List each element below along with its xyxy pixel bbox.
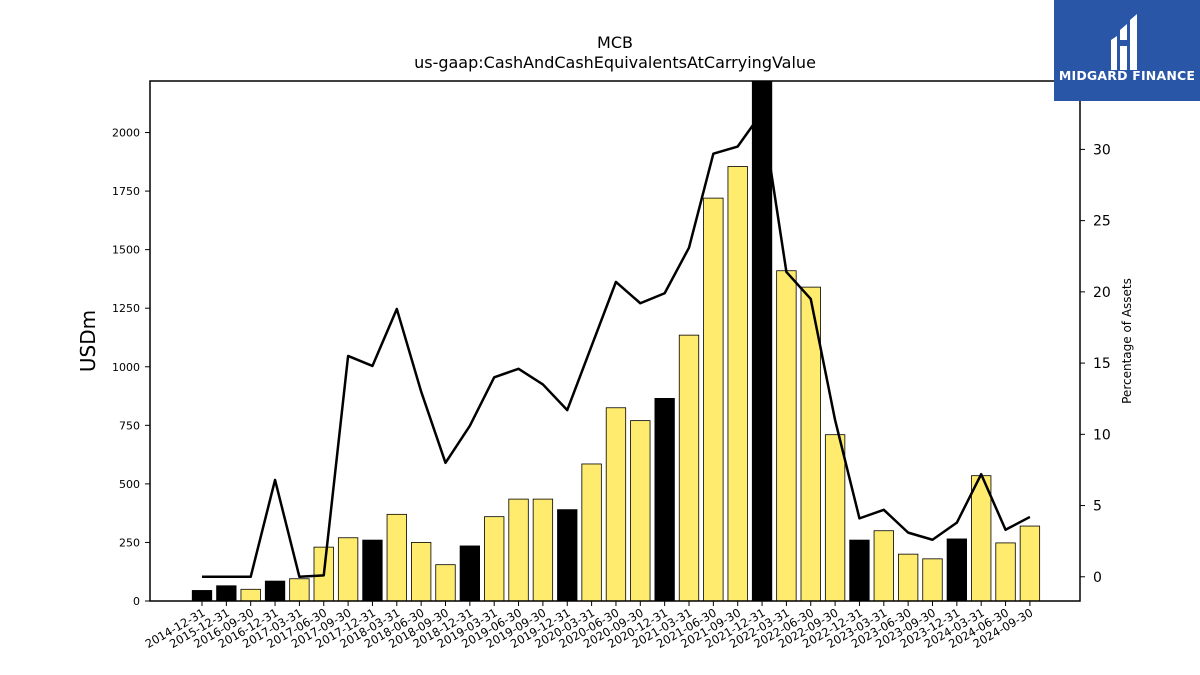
y-tick-label: 500: [119, 478, 140, 491]
bar-2020-09-30: [630, 420, 651, 602]
bar-2020-12-31: [654, 397, 675, 602]
bar-2021-03-31: [678, 334, 700, 602]
y-right-tick-label: 10: [1093, 427, 1111, 443]
plot-frame: [149, 80, 1081, 602]
logo-text: MIDGARD FINANCE: [1058, 68, 1196, 83]
bar-2017-03-31: [289, 578, 310, 602]
bar-2014-12-31: [191, 590, 213, 602]
bar-2023-06-30: [898, 553, 919, 602]
bar-2019-03-31: [484, 516, 505, 602]
logo: MIDGARD FINANCE: [1054, 0, 1200, 101]
y-tick-label: 1000: [112, 361, 140, 374]
y-tick-label: 1250: [112, 302, 140, 315]
bar-2017-09-30: [337, 537, 359, 602]
y-tick-label: 1500: [112, 244, 140, 257]
bar-2018-06-30: [410, 542, 432, 602]
chart-title: MCB: [597, 33, 633, 52]
y-right-tick-label: 25: [1093, 214, 1111, 230]
bar-2015-12-31: [216, 585, 237, 602]
bar-2023-09-30: [922, 558, 943, 602]
bar-2022-09-30: [824, 434, 846, 602]
y-right-tick-label: 30: [1093, 142, 1111, 158]
y-right-tick-label: 15: [1093, 356, 1111, 372]
bar-2018-03-31: [386, 513, 407, 602]
bars: [191, 80, 1041, 602]
bar-2020-06-30: [605, 407, 627, 602]
x-axis: 2014-12-312015-12-312016-09-302016-12-31…: [143, 601, 1035, 651]
y-right-tick-label: 0: [1093, 570, 1102, 586]
percentage-line-path: [202, 111, 1031, 579]
y-tick-label: 2000: [112, 127, 140, 140]
bar-2023-12-31: [946, 538, 967, 602]
bar-2022-12-31: [849, 539, 870, 602]
bar-2024-06-30: [995, 542, 1016, 602]
bar-2016-09-30: [240, 588, 261, 602]
bar-2018-09-30: [435, 564, 456, 602]
bar-2023-03-31: [873, 530, 894, 602]
bar-2021-09-30: [727, 166, 748, 602]
chart-subtitle: us-gaap:CashAndCashEquivalentsAtCarrying…: [414, 53, 816, 72]
y-tick-label: 0: [133, 595, 140, 608]
bar-2024-03-31: [971, 475, 992, 602]
y-tick-label: 1750: [112, 185, 140, 198]
percentage-line: [202, 111, 1031, 579]
bar-2019-06-30: [508, 498, 529, 602]
bar-2022-03-31: [776, 270, 797, 602]
bar-2017-12-31: [362, 539, 383, 602]
bar-2024-09-30: [1019, 525, 1041, 602]
bar-2021-06-30: [703, 197, 724, 602]
y-axis-left: 0 250 500 750 1000 1250 1500 1750 2000: [112, 127, 150, 608]
bar-2019-09-30: [532, 498, 554, 602]
y-tick-label: 750: [119, 419, 140, 432]
y-right-tick-label: 20: [1093, 285, 1111, 301]
bar-2020-03-31: [581, 463, 602, 602]
y-axis-right-label: Percentage of Assets: [1120, 278, 1134, 404]
y-axis-label: USDm: [76, 310, 100, 372]
bar-2018-12-31: [459, 545, 481, 602]
bar-2016-12-31: [264, 580, 286, 602]
logo-mark-icon: [1111, 14, 1137, 70]
y-right-tick-label: 5: [1093, 499, 1102, 515]
y-tick-label: 250: [119, 536, 140, 549]
y-axis-right: 0 5 10 15 20 25 30: [1080, 142, 1111, 586]
bar-2019-12-31: [557, 509, 578, 602]
